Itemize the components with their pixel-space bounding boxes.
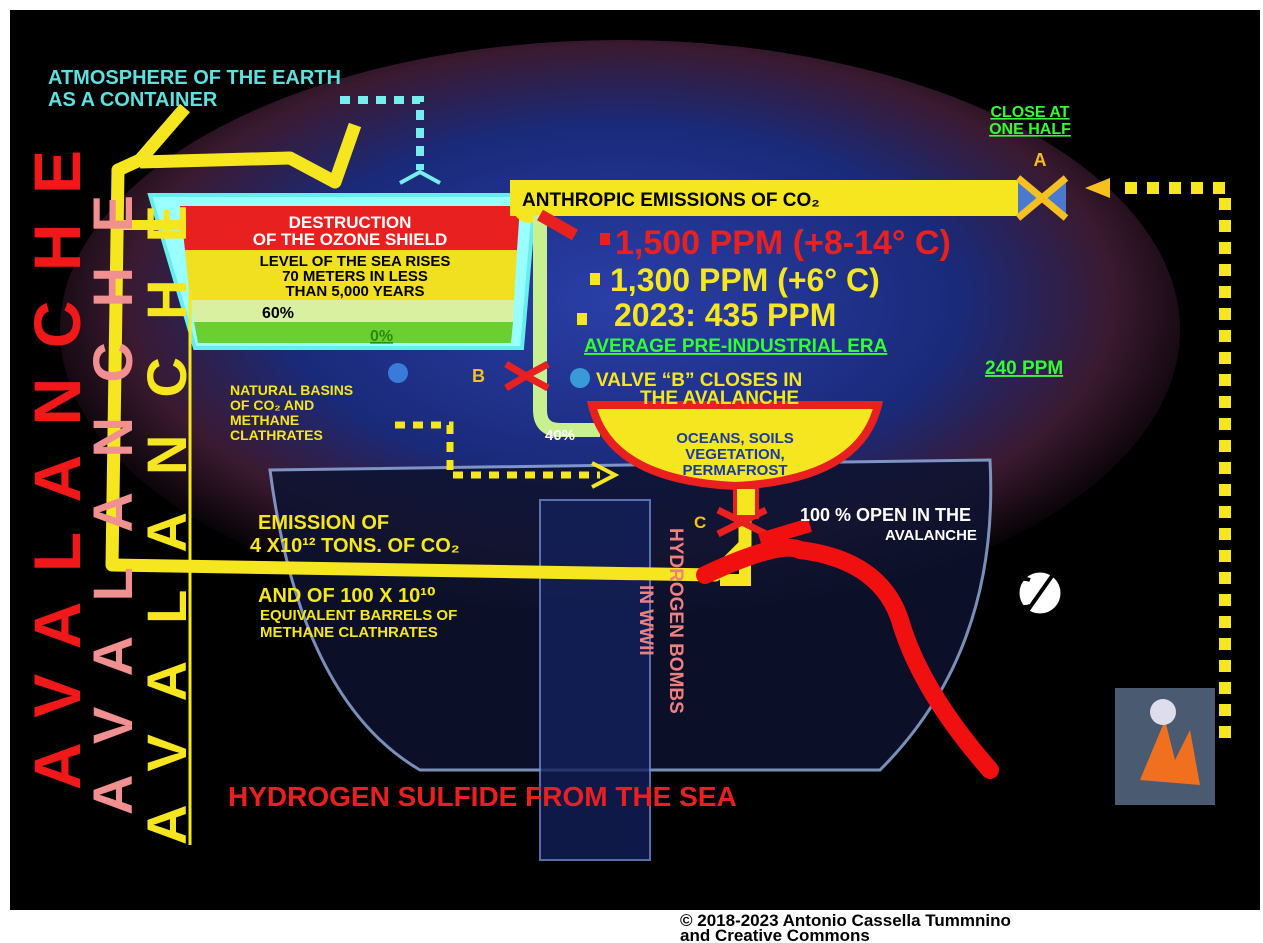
concentration-label: 1,300 PPM (+6° C) [610, 262, 880, 298]
atmosphere-hook [139, 122, 362, 189]
methane-label: METHANE CLATHRATES [260, 624, 438, 641]
sulfide-branch [757, 518, 813, 547]
anthropic-label: ANTHROPIC EMISSIONS OF CO₂ [522, 190, 820, 211]
methane-label: EQUIVALENT BARRELS OF [260, 607, 457, 624]
sea-level-layer [185, 250, 517, 300]
atmosphere-arrow [340, 96, 424, 170]
preindustrial-label: 240 PPM [985, 358, 1063, 379]
avalanche-label: AVALANCHE [81, 195, 144, 815]
concentration-label: 2023: 435 PPM [614, 297, 836, 333]
sinks-label: PERMAFROST [683, 462, 788, 479]
atmosphere-label: AS A CONTAINER [48, 89, 218, 111]
valve-b-note: VALVE “B” CLOSES IN [596, 370, 802, 391]
ozone-pipe [537, 209, 578, 241]
flow-pipe [533, 215, 600, 437]
basins-arrowhead [591, 461, 620, 489]
avalanche-label: AVALANCHE [135, 205, 198, 845]
sinks-label: VEGETATION, [685, 446, 784, 463]
atmosphere-arrowhead [399, 169, 441, 185]
bullet [577, 313, 587, 325]
atmosphere-label: ATMOSPHERE OF THE EARTH [48, 67, 341, 89]
natural-basins-label: OF CO₂ AND [230, 397, 314, 413]
sea-level-label: 70 METERS IN LESS [282, 268, 428, 285]
valve-c-note: 100 % OPEN IN THE [800, 505, 971, 525]
natural-basins-label: CLATHRATES [230, 427, 323, 443]
hydrogen-bombs-label: HYDROGEN BOMBS [665, 528, 686, 714]
anthropic-inlet [512, 187, 548, 223]
sinks-outlet [733, 485, 759, 519]
hydrogen-sulfide-label: HYDROGEN SULFIDE FROM THE SEA [228, 781, 737, 812]
basin-dot [388, 363, 408, 383]
close-valve-label: CLOSE AT [990, 104, 1069, 121]
close-valve-label: ONE HALF [989, 121, 1071, 138]
emission-label: 4 X10¹² TONS. OF CO₂ [250, 535, 460, 557]
bullet [600, 233, 610, 245]
flow-40-label: 40% [545, 427, 575, 444]
avalanche-label: AVALANCHE [20, 150, 94, 790]
natural-basins-label: METHANE [230, 412, 299, 428]
copyleft-glyph [1008, 574, 1054, 612]
preindustrial-label: AVERAGE PRE-INDUSTRIAL ERA [584, 336, 888, 357]
basins-arrow [395, 421, 600, 479]
sea-level-label: LEVEL OF THE SEA RISES [260, 253, 451, 270]
valve-a-label: A [1034, 150, 1047, 170]
hydrogen-bombs-label: IN WWII [635, 585, 656, 656]
valve-b-label: B [472, 366, 485, 386]
sinks-label: OCEANS, SOILS [676, 430, 794, 447]
fire-flame [1140, 720, 1200, 785]
skull-column [539, 499, 651, 861]
sulfide-stream [696, 538, 999, 779]
basin-dot [570, 368, 590, 388]
return-line [1125, 182, 1231, 740]
level-0-layer [194, 322, 513, 343]
methane-label: AND OF 100 X 10¹⁰ [258, 585, 436, 607]
bullet [590, 273, 600, 285]
level-0-label: 0% [370, 328, 393, 345]
emission-label: EMISSION OF [258, 512, 389, 534]
level-60-label: 60% [262, 305, 294, 322]
valve-c-note: AVALANCHE [885, 527, 977, 544]
copyright: © 2018-2023 Antonio Cassella Tummnino [680, 911, 1011, 930]
valve-b-note: THE AVALANCHE [640, 388, 799, 409]
valve-c-label: C [694, 513, 706, 532]
ozone-label: OF THE OZONE SHIELD [253, 230, 448, 249]
valve-b [504, 360, 550, 392]
sea-level-label: THAN 5,000 YEARS [286, 283, 425, 300]
level-60-layer [190, 300, 514, 322]
natural-basins-label: NATURAL BASINS [230, 382, 353, 398]
valve-a [1015, 175, 1069, 221]
return-arrowhead [1085, 178, 1110, 198]
anthropic-bar [510, 180, 1020, 216]
copyright: and Creative Commons [680, 926, 870, 943]
concentration-label: 1,500 PPM (+8-14° C) [615, 224, 951, 262]
pot [1150, 699, 1176, 725]
ozone-layer [180, 206, 520, 250]
ozone-label: DESTRUCTION [289, 213, 412, 232]
